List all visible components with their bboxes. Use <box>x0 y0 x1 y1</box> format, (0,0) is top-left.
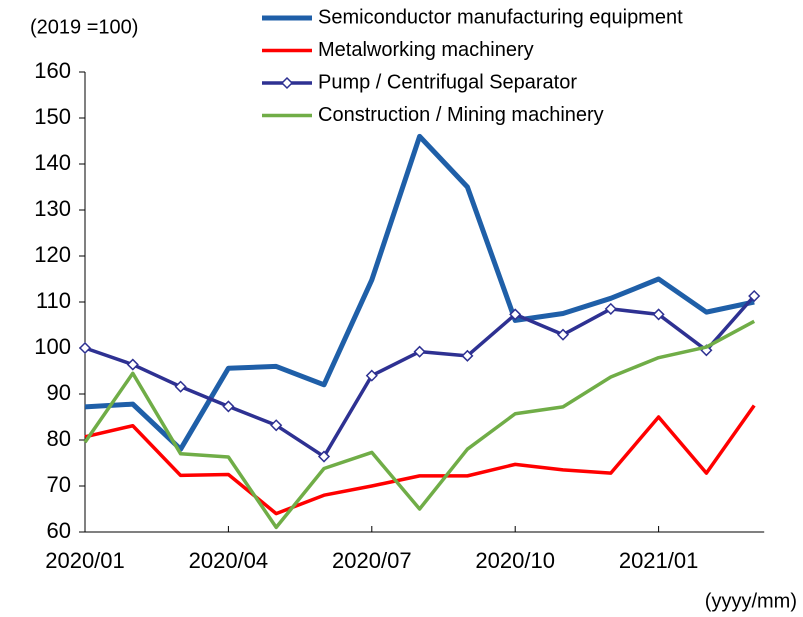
x-unit-label: (yyyy/mm) <box>705 590 797 612</box>
point-marker <box>509 308 522 321</box>
y-tick-label: 150 <box>34 104 71 129</box>
y-tick-label: 140 <box>34 150 71 175</box>
point-marker <box>365 369 378 382</box>
point-marker <box>270 419 283 432</box>
y-tick-label: 130 <box>34 196 71 221</box>
y-tick-label: 70 <box>47 472 71 497</box>
point-marker <box>174 380 187 393</box>
point-marker <box>78 341 92 355</box>
point-marker <box>604 302 617 315</box>
x-tick-label: 2020/10 <box>475 548 555 573</box>
x-tick-label: 2020/04 <box>189 548 269 573</box>
point-marker <box>222 400 235 413</box>
legend-marker <box>280 76 294 90</box>
point-marker <box>461 349 474 362</box>
x-tick-label: 2020/07 <box>332 548 412 573</box>
legend-label: Construction / Mining machinery <box>318 104 604 126</box>
y-unit-label: (2019 =100) <box>30 16 138 38</box>
y-tick-label: 110 <box>36 288 71 313</box>
y-tick-label: 100 <box>34 334 71 359</box>
series-line <box>84 294 756 459</box>
legend-label: Pump / Centrifugal Separator <box>318 71 577 93</box>
y-tick-label: 160 <box>34 58 71 83</box>
series-line <box>84 133 755 452</box>
x-tick-label: 2021/01 <box>619 548 699 573</box>
point-marker <box>556 328 570 341</box>
legend-label: Metalworking machinery <box>318 39 534 61</box>
point-marker <box>652 308 665 321</box>
series-line <box>84 404 756 516</box>
point-marker <box>413 345 426 358</box>
y-tick-label: 80 <box>47 426 71 451</box>
point-marker <box>126 358 139 371</box>
y-tick-label: 120 <box>34 242 71 267</box>
point-marker <box>748 289 761 303</box>
y-tick-label: 60 <box>47 518 71 543</box>
point-marker <box>317 450 331 463</box>
x-tick-label: 2020/01 <box>45 548 125 573</box>
series-line <box>83 319 756 530</box>
legend-label: Semiconductor manufacturing equipment <box>318 6 683 28</box>
y-tick-label: 90 <box>47 380 71 405</box>
